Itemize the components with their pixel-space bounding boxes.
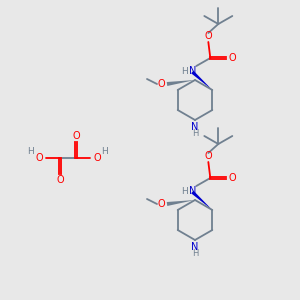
Text: N: N <box>189 186 196 196</box>
Text: O: O <box>157 79 165 89</box>
Polygon shape <box>191 191 212 210</box>
Polygon shape <box>167 80 195 86</box>
Text: N: N <box>191 242 199 252</box>
Text: H: H <box>192 250 198 259</box>
Text: H: H <box>102 148 108 157</box>
Text: O: O <box>229 53 236 63</box>
Text: O: O <box>35 153 43 163</box>
Text: O: O <box>229 173 236 183</box>
Text: H: H <box>181 67 188 76</box>
Polygon shape <box>191 71 212 90</box>
Text: H: H <box>28 148 34 157</box>
Text: O: O <box>157 199 165 209</box>
Polygon shape <box>167 200 195 206</box>
Text: O: O <box>72 131 80 141</box>
Text: O: O <box>56 175 64 185</box>
Text: H: H <box>192 130 198 139</box>
Text: O: O <box>205 31 212 41</box>
Text: H: H <box>181 187 188 196</box>
Text: O: O <box>205 151 212 161</box>
Text: N: N <box>189 66 196 76</box>
Text: O: O <box>93 153 101 163</box>
Text: N: N <box>191 122 199 132</box>
